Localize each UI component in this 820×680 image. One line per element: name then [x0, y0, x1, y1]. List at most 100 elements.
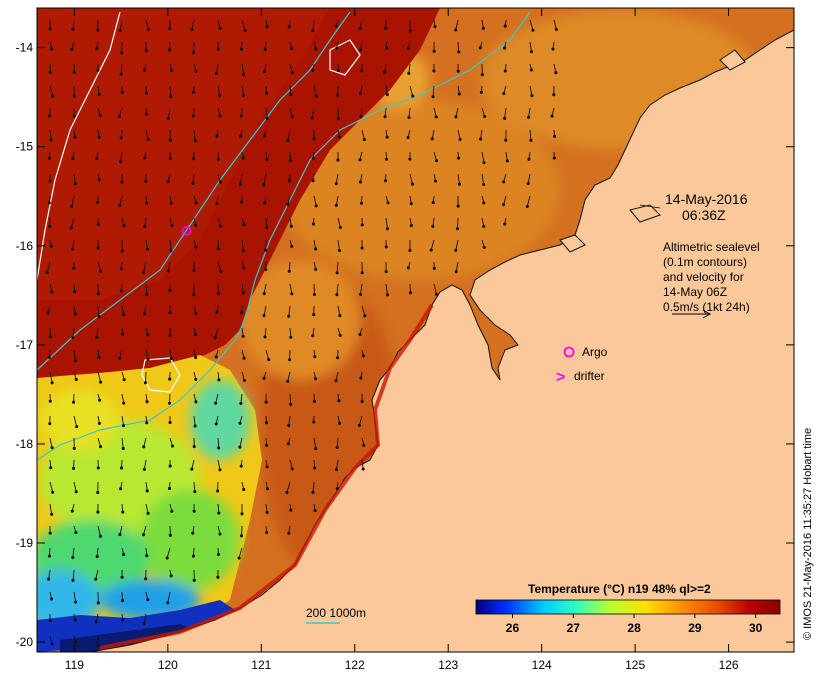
velocity-arrow — [457, 129, 461, 140]
velocity-arrow-head — [286, 442, 290, 446]
velocity-arrow-head — [217, 511, 221, 515]
velocity-arrow-head — [432, 69, 436, 73]
velocity-arrow-head — [48, 422, 52, 426]
velocity-arrow-head — [50, 642, 54, 646]
velocity-arrow-head — [265, 530, 269, 535]
velocity-arrow-head — [168, 138, 172, 142]
velocity-arrow-head — [313, 355, 317, 359]
velocity-arrow-head — [194, 355, 198, 360]
velocity-arrow-head — [216, 247, 220, 251]
velocity-arrow-head — [99, 269, 103, 273]
altimetry-line-3: and velocity for — [663, 270, 744, 284]
velocity-arrow — [361, 129, 365, 140]
velocity-arrow-head — [50, 381, 54, 385]
velocity-arrow-head — [481, 26, 485, 30]
velocity-arrow — [336, 437, 339, 448]
velocity-arrow-head — [482, 201, 486, 205]
velocity-arrow-head — [432, 266, 436, 270]
velocity-arrow — [288, 415, 291, 426]
velocity-arrow — [287, 371, 291, 382]
velocity-arrow — [73, 481, 77, 492]
velocity-arrow-head — [96, 68, 100, 72]
velocity-arrow-head — [145, 554, 149, 558]
velocity-arrow-head — [286, 202, 290, 206]
velocity-arrow — [119, 19, 123, 31]
credit-text: © IMOS 21-May-2016 11:35:27 Hobart time — [802, 428, 814, 640]
velocity-arrow-head — [70, 205, 74, 209]
velocity-arrow — [361, 305, 366, 316]
velocity-arrow-head — [94, 620, 98, 624]
velocity-arrow-head — [97, 315, 101, 319]
velocity-arrow — [457, 173, 460, 185]
velocity-arrow-head — [505, 159, 509, 163]
velocity-arrow-head — [312, 313, 316, 317]
velocity-arrow-head — [193, 424, 197, 428]
argo-legend-label: Argo — [582, 345, 608, 359]
velocity-arrow-head — [360, 69, 364, 73]
velocity-arrow-head — [287, 314, 291, 318]
velocity-arrow-head — [118, 533, 122, 537]
velocity-arrow-head — [170, 223, 174, 228]
velocity-arrow-head — [337, 135, 341, 139]
velocity-arrow — [528, 107, 531, 118]
velocity-arrow-head — [407, 116, 411, 120]
velocity-arrow-head — [194, 332, 198, 337]
velocity-arrow-head — [384, 26, 388, 30]
y-tick-label: -15 — [16, 140, 34, 154]
velocity-arrow-head — [69, 226, 73, 230]
velocity-arrow-head — [241, 156, 245, 160]
velocity-arrow-head — [194, 69, 198, 73]
velocity-arrow — [119, 195, 123, 206]
velocity-arrow — [529, 41, 532, 52]
velocity-arrow-head — [122, 378, 126, 382]
velocity-arrow-head — [265, 116, 269, 121]
sealevel-contour-3 — [329, 39, 361, 76]
velocity-arrow — [193, 129, 196, 141]
velocity-arrow-head — [551, 47, 555, 51]
velocity-arrow — [169, 85, 172, 97]
velocity-arrow-head — [146, 511, 150, 515]
velocity-arrow-head — [265, 510, 269, 514]
velocity-arrow-head — [73, 290, 77, 294]
velocity-arrow-head — [286, 379, 290, 383]
velocity-arrow-head — [145, 201, 149, 205]
velocity-arrow — [481, 151, 485, 163]
velocity-arrow-head — [334, 203, 338, 207]
velocity-arrow-head — [478, 46, 482, 50]
velocity-arrow-head — [360, 223, 364, 227]
velocity-arrow-head — [408, 29, 412, 33]
velocity-arrow — [504, 107, 507, 119]
velocity-arrow-head — [434, 159, 439, 163]
velocity-arrow-head — [169, 574, 173, 578]
velocity-arrow — [529, 129, 532, 141]
velocity-arrow — [481, 173, 485, 185]
velocity-arrow-head — [457, 182, 462, 186]
velocity-arrow-head — [118, 28, 122, 32]
island — [719, 49, 746, 71]
velocity-arrow-head — [143, 224, 147, 228]
colorbar-ticks: 26 27 28 29 30 — [506, 614, 763, 635]
velocity-arrow-head — [314, 267, 318, 271]
velocity-arrow-head — [118, 356, 122, 360]
velocity-arrow-head — [48, 114, 52, 118]
velocity-arrow-head — [287, 179, 292, 183]
velocity-arrow-head — [363, 314, 367, 318]
velocity-arrow-head — [359, 376, 363, 380]
velocity-arrow-head — [289, 92, 293, 97]
velocity-arrow-head — [48, 618, 52, 622]
velocity-arrow-head — [243, 28, 247, 32]
velocity-arrow-head — [383, 179, 388, 183]
velocity-arrow-head — [142, 621, 146, 626]
velocity-arrow-head — [289, 224, 293, 228]
velocity-arrow — [217, 261, 222, 272]
velocity-arrow-head — [74, 490, 78, 494]
velocity-arrow — [71, 195, 75, 207]
velocity-arrow — [72, 547, 75, 558]
x-tick-label: 126 — [719, 658, 739, 672]
velocity-arrow-head — [409, 223, 413, 228]
velocity-arrow-head — [289, 335, 293, 339]
velocity-arrow-head — [409, 202, 413, 206]
velocity-arrow-head — [169, 95, 173, 99]
velocity-arrow-head — [361, 467, 365, 471]
velocity-arrow-head — [216, 47, 220, 51]
